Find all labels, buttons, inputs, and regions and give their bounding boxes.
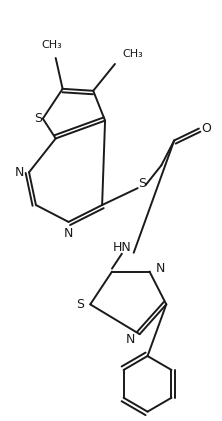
Text: O: O <box>201 122 211 135</box>
Text: CH₃: CH₃ <box>123 49 144 59</box>
Text: S: S <box>34 112 42 125</box>
Text: CH₃: CH₃ <box>41 40 62 50</box>
Text: S: S <box>139 177 147 190</box>
Text: N: N <box>15 166 24 179</box>
Text: S: S <box>76 298 84 311</box>
Text: N: N <box>125 333 135 346</box>
Text: N: N <box>64 227 73 240</box>
Text: HN: HN <box>113 241 131 254</box>
Text: N: N <box>155 262 165 275</box>
